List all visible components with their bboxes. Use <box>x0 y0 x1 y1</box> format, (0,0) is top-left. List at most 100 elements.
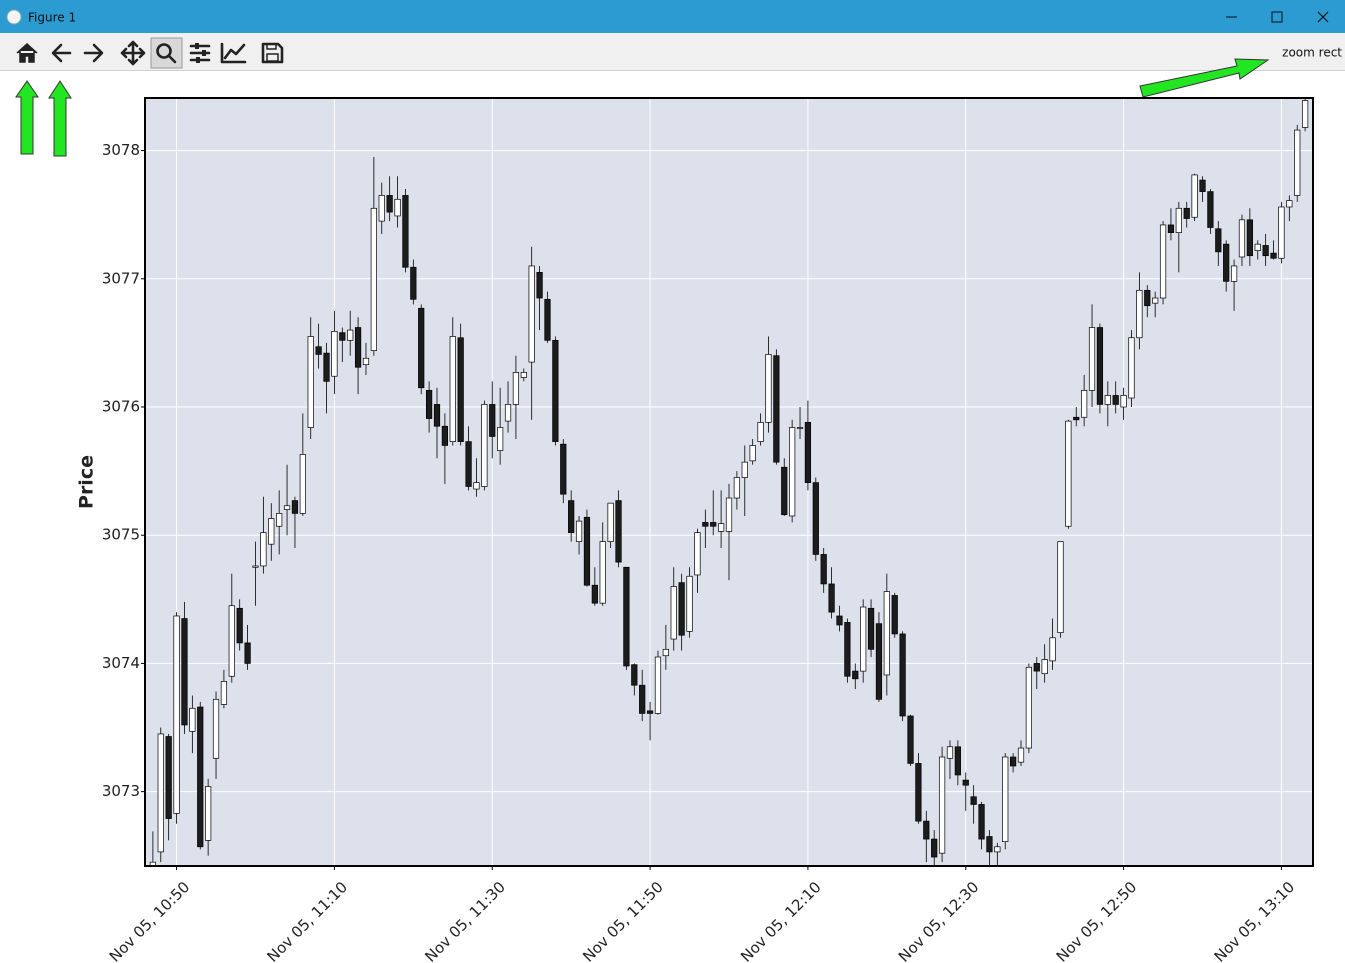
candle-body <box>315 346 322 355</box>
candle-body <box>915 763 922 822</box>
candle-body <box>1159 224 1167 299</box>
maximize-button[interactable] <box>1271 11 1283 23</box>
y-tick-label: 3073 <box>102 782 140 800</box>
x-tick-label: Nov 05, 12:30 <box>895 878 983 963</box>
zoom-button-active[interactable] <box>150 37 183 69</box>
candle-body <box>907 715 914 764</box>
candle-body <box>599 541 606 604</box>
candle-body <box>710 522 717 527</box>
candle-body <box>1294 129 1301 196</box>
candle-body <box>1009 756 1017 767</box>
candle-body <box>954 746 961 776</box>
candle-body <box>299 454 306 514</box>
annotation-arrow <box>15 80 39 155</box>
candles <box>149 98 1309 866</box>
candle-body <box>1041 659 1048 675</box>
candle-body <box>978 804 985 840</box>
candle-body <box>678 582 685 636</box>
candle-body <box>1215 228 1222 253</box>
candle-body <box>1262 245 1269 257</box>
candle-body <box>370 207 377 351</box>
candle-body <box>1183 207 1190 219</box>
candle-body <box>165 736 172 819</box>
candle-body <box>741 461 748 478</box>
candle-body <box>615 500 622 563</box>
candle-body <box>781 466 788 516</box>
candle-body <box>212 698 220 759</box>
y-tick-label: 3077 <box>102 269 140 287</box>
candle-body <box>1175 207 1182 233</box>
candle-body <box>244 642 251 664</box>
back-button[interactable] <box>51 43 72 63</box>
candle-body <box>1049 637 1056 662</box>
candle-body <box>1278 206 1285 259</box>
subplots-button[interactable] <box>189 43 211 63</box>
candle-body <box>639 684 646 714</box>
candle-body <box>654 656 662 714</box>
candle-body <box>662 648 669 657</box>
candle-body <box>386 195 393 213</box>
candle-body <box>1152 297 1159 304</box>
candle-body <box>1096 327 1104 405</box>
candle-body <box>1301 100 1309 128</box>
candle-body <box>757 422 764 442</box>
candle-body <box>946 746 954 759</box>
candle-body <box>157 733 164 853</box>
candle-body <box>1120 395 1127 408</box>
y-tick-label: 3074 <box>102 654 140 672</box>
candle-body <box>749 445 756 462</box>
candle-body <box>1025 666 1033 749</box>
candle-body <box>1128 337 1135 399</box>
forward-button[interactable] <box>83 43 104 63</box>
candle-body <box>236 607 243 644</box>
x-tick-label: Nov 05, 12:10 <box>737 878 825 963</box>
candle-body <box>339 332 346 341</box>
candle-body <box>796 427 804 429</box>
candle-body <box>465 441 472 487</box>
candle-body <box>362 357 370 366</box>
candle-body <box>252 565 259 568</box>
close-button[interactable] <box>1317 11 1329 23</box>
y-axis-label: Price <box>76 455 98 509</box>
candle-body <box>765 354 772 423</box>
x-tick-label: Nov 05, 11:10 <box>264 878 352 963</box>
candle-body <box>425 389 433 419</box>
candle-body <box>323 352 330 382</box>
candle-body <box>646 710 654 714</box>
candle-body <box>733 477 741 499</box>
candle-body <box>197 706 204 848</box>
candle-body <box>575 520 583 542</box>
plot: 3073 3074 3075 3076 3077 3078 Nov 05, 10:50 Nov… <box>76 97 1314 963</box>
candle-body <box>1104 395 1111 405</box>
save-button[interactable] <box>261 42 284 64</box>
x-tick-label: Nov 05, 11:30 <box>421 878 509 963</box>
candle-body <box>1136 289 1143 339</box>
candle-body <box>1207 191 1214 228</box>
toolbar <box>0 33 1345 71</box>
candle-body <box>789 427 796 517</box>
x-tick-label: Nov 05, 12:50 <box>1053 878 1141 963</box>
candle-body <box>591 584 598 604</box>
candle-body <box>410 266 417 300</box>
candle-body <box>347 329 354 341</box>
candle-body <box>891 595 898 635</box>
candle-body <box>717 523 725 532</box>
app-icon <box>6 9 22 25</box>
toolbar-message: zoom rect <box>1282 46 1342 60</box>
candle-body <box>394 198 401 217</box>
candle-body <box>828 583 835 613</box>
home-button[interactable] <box>16 42 38 63</box>
candle-body <box>1033 663 1040 672</box>
zoom-button[interactable] <box>156 43 177 64</box>
candle-body <box>228 605 235 677</box>
pan-button[interactable] <box>120 40 146 66</box>
candle-body <box>1286 200 1293 208</box>
axes-edit-button[interactable] <box>220 42 247 64</box>
title-bar <box>0 0 1345 33</box>
candle-body <box>970 796 977 805</box>
candle-body <box>418 307 425 389</box>
candle-body <box>560 443 567 495</box>
y-tick-label: 3076 <box>102 397 140 415</box>
candle-body <box>583 516 591 586</box>
